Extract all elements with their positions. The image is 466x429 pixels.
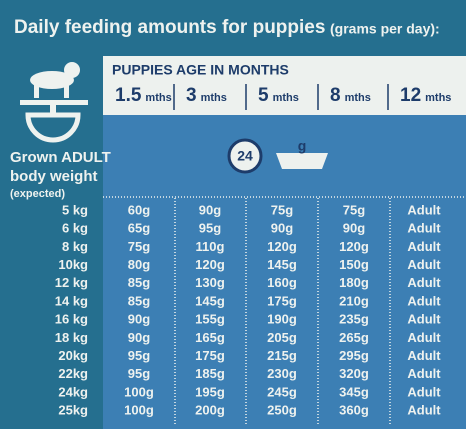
weight-cell: 5 kg (62, 202, 88, 217)
subtitle: (grams per day): (330, 21, 440, 37)
age-value: 5 (258, 85, 269, 106)
amount-cell: 185g (195, 366, 225, 381)
weight-cell: 8 kg (62, 239, 88, 254)
amount-cell: 245g (267, 384, 297, 399)
clock-icon (227, 138, 263, 174)
amount-cell: 230g (267, 366, 297, 381)
icon-unit: g (298, 138, 307, 154)
amount-cell: 75g (271, 202, 293, 217)
weight-cell: 25kg (58, 403, 88, 418)
amount-cell: 95g (128, 366, 150, 381)
bowl-icon (276, 153, 328, 169)
weight-cell: 16 kg (55, 312, 88, 327)
amount-cell: 120g (339, 239, 369, 254)
age-unit: mths (201, 92, 227, 104)
amount-cell: 120g (267, 239, 297, 254)
age-unit: mths (425, 92, 451, 104)
weight-cell: 18 kg (55, 330, 88, 345)
amount-cell: 180g (339, 275, 369, 290)
amount-cell: 145g (195, 293, 225, 308)
amount-cell: Adult (407, 330, 441, 345)
weight-cell: 10kg (58, 257, 88, 272)
amount-cell: 65g (128, 221, 150, 236)
amount-cell: 90g (128, 330, 150, 345)
age-value: 12 (400, 85, 421, 106)
amount-cell: 90g (199, 202, 221, 217)
amount-cell: 250g (267, 403, 297, 418)
amount-cell: 145g (267, 257, 297, 272)
icon-hours: 24 (237, 148, 253, 164)
amount-cell: 345g (339, 384, 369, 399)
amount-cell: 130g (195, 275, 225, 290)
weight-cell: 22kg (58, 366, 88, 381)
amount-cell: 95g (199, 221, 221, 236)
age-header-label: PUPPIES AGE IN MONTHS (112, 62, 289, 78)
amount-cell: 215g (267, 348, 297, 363)
age-header-box (103, 56, 466, 115)
amount-cell: 60g (128, 202, 150, 217)
amount-cell: 90g (128, 312, 150, 327)
amount-cell: Adult (407, 293, 441, 308)
weight-cell: 14 kg (55, 293, 88, 308)
amount-cell: Adult (407, 239, 441, 254)
weight-label: Grown ADULT (10, 149, 111, 166)
age-unit: mths (145, 92, 171, 104)
amount-cell: 100g (124, 403, 154, 418)
amount-cell: 95g (128, 348, 150, 363)
amount-cell: 90g (343, 221, 365, 236)
amount-cell: 75g (128, 239, 150, 254)
amount-cell: 175g (267, 293, 297, 308)
weight-label: body weight (10, 168, 98, 185)
amount-cell: 165g (195, 330, 225, 345)
age-unit: mths (345, 92, 371, 104)
amount-cell: Adult (407, 202, 441, 217)
amount-cell: 120g (195, 257, 225, 272)
amount-cell: 195g (195, 384, 225, 399)
dog-scale-icon (20, 62, 88, 143)
amount-cell: 200g (195, 403, 225, 418)
amount-cell: 75g (343, 202, 365, 217)
weight-cell: 6 kg (62, 221, 88, 236)
amount-cell: Adult (407, 312, 441, 327)
amount-cell: 360g (339, 403, 369, 418)
age-unit: mths (273, 92, 299, 104)
amount-cell: 235g (339, 312, 369, 327)
title: Daily feeding amounts for puppies (14, 17, 325, 38)
amount-cell: 85g (128, 275, 150, 290)
amount-cell: Adult (407, 275, 441, 290)
amount-cell: 150g (339, 257, 369, 272)
amount-cell: 265g (339, 330, 369, 345)
weight-cell: 12 kg (55, 275, 88, 290)
weight-note: (expected) (10, 188, 65, 200)
amount-cell: 190g (267, 312, 297, 327)
amount-cell: 80g (128, 257, 150, 272)
weight-cell: 20kg (58, 348, 88, 363)
amount-cell: 85g (128, 293, 150, 308)
amount-cell: Adult (407, 403, 441, 418)
amount-cell: Adult (407, 366, 441, 381)
amount-cell: 210g (339, 293, 369, 308)
amount-cell: 155g (195, 312, 225, 327)
amount-cell: 320g (339, 366, 369, 381)
amount-cell: 110g (196, 239, 225, 254)
amount-cell: 295g (339, 348, 369, 363)
age-value: 1.5 (115, 85, 142, 106)
amount-cell: 160g (267, 275, 297, 290)
amount-cell: 90g (271, 221, 293, 236)
age-value: 8 (330, 85, 341, 106)
amount-cell: Adult (407, 257, 441, 272)
amount-cell: 175g (195, 348, 225, 363)
amount-cell: Adult (407, 384, 441, 399)
age-value: 3 (186, 85, 197, 106)
weight-cell: 24kg (58, 384, 88, 399)
amount-cell: Adult (407, 348, 441, 363)
amount-cell: 100g (124, 384, 154, 399)
amount-cell: Adult (407, 221, 441, 236)
amount-cell: 205g (267, 330, 297, 345)
